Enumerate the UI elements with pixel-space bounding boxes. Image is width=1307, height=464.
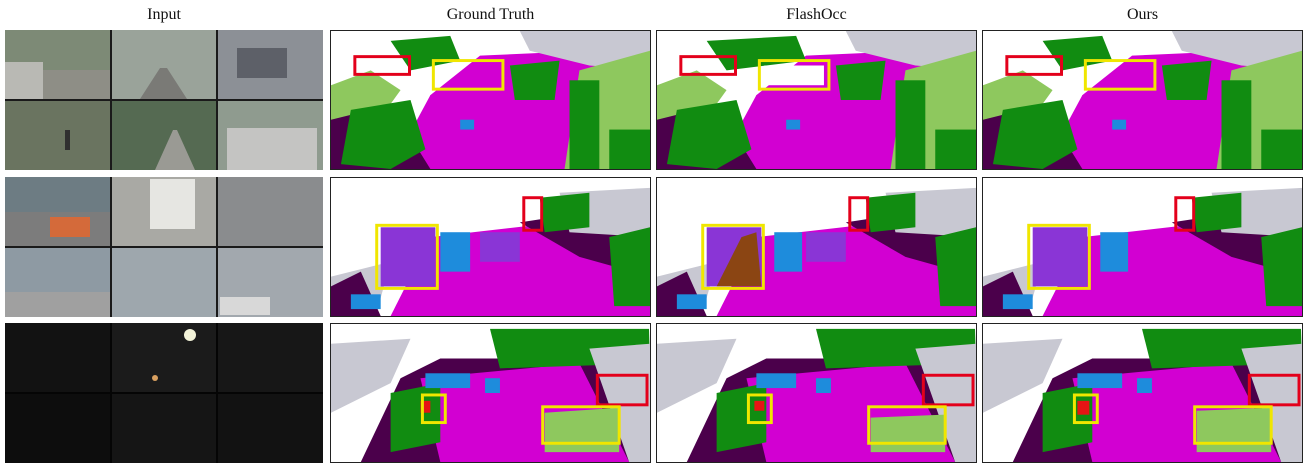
- occupancy-ground-truth-row-2: [330, 177, 651, 317]
- occupancy-ground-truth-row-3: [330, 323, 651, 463]
- occupancy-flashocc-row-1: [656, 30, 977, 170]
- camera-grid-row-3: [5, 323, 323, 463]
- occupancy-ours-row-2: [982, 177, 1303, 317]
- camera-grid-row-1: [5, 30, 323, 170]
- column-header-flashocc: FlashOcc: [786, 6, 847, 23]
- occupancy-ours-row-1: [982, 30, 1303, 170]
- occupancy-ground-truth-row-1: [330, 30, 651, 170]
- occupancy-flashocc-row-2: [656, 177, 977, 317]
- column-header-ours: Ours: [1126, 6, 1159, 23]
- camera-grid-row-2: [5, 177, 323, 317]
- occupancy-ours-row-3: [982, 323, 1303, 463]
- occupancy-flashocc-row-3: [656, 323, 977, 463]
- column-header-input: Input: [147, 6, 181, 23]
- column-header-ground-truth: Ground Truth: [446, 6, 535, 23]
